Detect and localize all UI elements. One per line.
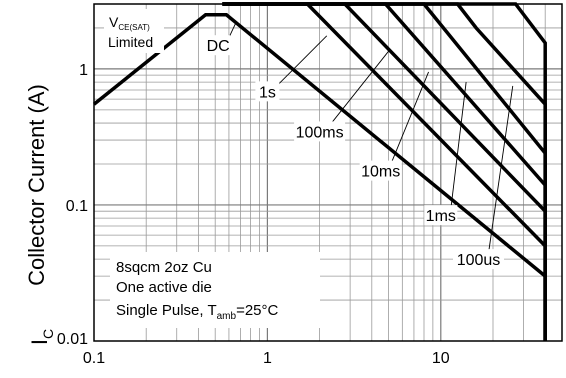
- leader-line-1s: [277, 35, 328, 86]
- vce-limited-label: Limited: [108, 34, 153, 50]
- vce-sat-label: VCE(SAT): [109, 14, 150, 32]
- y-axis-symbol: IC: [27, 329, 56, 345]
- note-line-1: 8sqcm 2oz Cu: [116, 259, 212, 276]
- note-line-3: Single Pulse, Tamb=25°C: [116, 302, 279, 322]
- leader-line-10ms: [390, 71, 429, 165]
- series-label-bg: [424, 205, 458, 226]
- y-axis-label: Collector Current (A): [24, 84, 49, 286]
- y-tick-label: 1: [79, 62, 88, 79]
- y-tick-label: 0.1: [66, 198, 88, 215]
- series-label-bg: [359, 160, 402, 181]
- x-tick-label: 10: [432, 350, 450, 367]
- plot-frame: [93, 3, 563, 342]
- series-label-DC: DC: [207, 38, 230, 55]
- series-labels: DC 1s 100ms 10ms 1ms 100us: [206, 35, 505, 270]
- x-tick-label: 1: [263, 350, 272, 367]
- series-label-bg: [206, 35, 231, 56]
- vce-label-bg: [104, 9, 164, 53]
- series-label-bg: [453, 249, 505, 270]
- note-line-2: One active die: [116, 279, 212, 296]
- series-label-1s: 1s: [259, 84, 276, 101]
- tick-labels: 0.1 1 10 0.01 0.1 1: [57, 62, 450, 367]
- note-bg: [110, 252, 320, 328]
- series-label-bg: [255, 81, 280, 102]
- y-tick-label: 0.01: [57, 331, 88, 348]
- series-label-1ms: 1ms: [426, 208, 456, 225]
- leader-line-100ms: [329, 50, 389, 126]
- x-tick-label: 0.1: [83, 350, 105, 367]
- series-label-100ms: 100ms: [296, 124, 344, 141]
- leader-lines: [227, 22, 514, 254]
- leader-line-100us: [488, 85, 514, 254]
- series-label-100us: 100us: [457, 252, 501, 269]
- leader-line-1ms: [450, 82, 467, 210]
- series-label-bg: [294, 121, 346, 142]
- series-label-10ms: 10ms: [361, 164, 400, 181]
